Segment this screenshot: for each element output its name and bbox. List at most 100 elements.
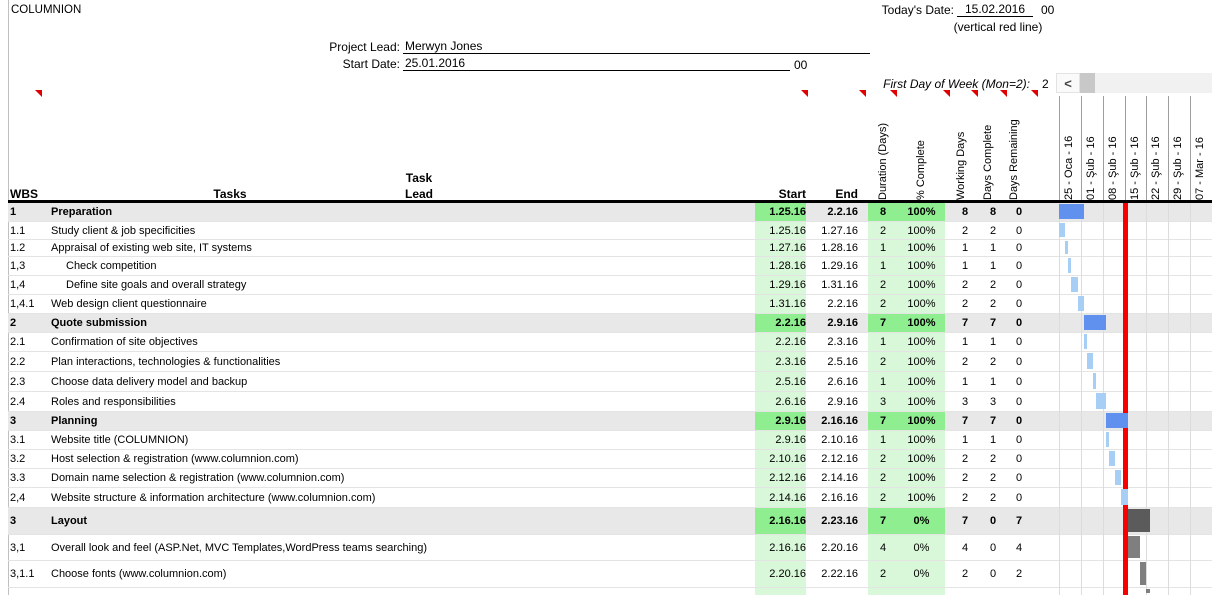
wbs-cell[interactable]: 2.2 (10, 355, 26, 368)
start-date-value[interactable]: 25.01.2016 (403, 56, 790, 71)
pct-complete-cell[interactable]: 100% (907, 415, 936, 427)
pct-complete-cell[interactable]: 100% (907, 491, 936, 504)
pct-complete-cell[interactable]: 100% (907, 355, 936, 368)
days-remaining-cell[interactable]: 0 (1015, 375, 1023, 388)
duration-cell[interactable]: 1 (879, 260, 887, 272)
wbs-cell[interactable]: 1.1 (10, 224, 26, 237)
duration-cell[interactable]: 3 (879, 395, 887, 408)
days-remaining-cell[interactable]: 0 (1015, 395, 1023, 408)
start-cell[interactable]: 2.10.16 (769, 453, 806, 465)
task-cell[interactable]: Quote submission (51, 317, 147, 329)
duration-cell[interactable]: 7 (879, 317, 887, 329)
pct-complete-cell[interactable]: 100% (907, 242, 936, 254)
end-cell[interactable]: 2.12.16 (821, 453, 858, 465)
end-cell[interactable]: 2.2.16 (827, 206, 858, 218)
wbs-cell[interactable]: 1,3 (10, 260, 26, 272)
pct-complete-cell[interactable]: 100% (907, 206, 936, 218)
task-cell[interactable]: Website structure & information architec… (51, 491, 376, 504)
duration-cell[interactable]: 2 (879, 453, 887, 465)
end-cell[interactable]: 2.3.16 (827, 336, 858, 348)
todays-date-value[interactable]: 15.02.2016 (957, 2, 1033, 17)
working-days-cell[interactable]: 1 (961, 434, 969, 446)
working-days-cell[interactable]: 1 (961, 336, 969, 348)
end-cell[interactable]: 2.2.16 (827, 298, 858, 310)
end-cell[interactable]: 2.9.16 (827, 317, 858, 329)
working-days-cell[interactable]: 2 (961, 491, 969, 504)
end-cell[interactable]: 2.23.16 (821, 515, 858, 527)
end-cell[interactable]: 1.31.16 (821, 279, 858, 291)
start-cell[interactable]: 2.6.16 (775, 395, 806, 408)
days-complete-cell[interactable]: 0 (989, 541, 997, 554)
wbs-cell[interactable]: 3.2 (10, 453, 26, 465)
timeline-scrollbar-thumb[interactable] (1080, 73, 1095, 93)
task-cell[interactable]: Check competition (66, 260, 157, 272)
days-complete-cell[interactable]: 7 (989, 317, 997, 329)
start-cell[interactable]: 1.27.16 (769, 242, 806, 254)
days-complete-cell[interactable]: 2 (989, 472, 997, 484)
working-days-cell[interactable]: 2 (961, 298, 969, 310)
days-complete-cell[interactable]: 2 (989, 279, 997, 291)
days-complete-cell[interactable]: 7 (989, 415, 997, 427)
days-complete-cell[interactable]: 3 (989, 395, 997, 408)
start-cell[interactable]: 1.25.16 (769, 206, 806, 218)
days-complete-cell[interactable]: 1 (989, 242, 997, 254)
start-cell[interactable]: 1.29.16 (769, 279, 806, 291)
wbs-cell[interactable]: 3,1 (10, 541, 26, 554)
pct-complete-cell[interactable]: 100% (907, 260, 936, 272)
task-cell[interactable]: Plan interactions, technologies & functi… (51, 355, 281, 368)
working-days-cell[interactable]: 7 (961, 515, 969, 527)
start-cell[interactable]: 2.5.16 (775, 375, 806, 388)
wbs-cell[interactable]: 1,4.1 (10, 298, 35, 310)
task-cell[interactable]: Host selection & registration (www.colum… (51, 453, 299, 465)
days-complete-cell[interactable]: 0 (989, 515, 997, 527)
task-cell[interactable]: Choose data delivery model and backup (51, 375, 248, 388)
wbs-cell[interactable]: 3 (10, 415, 17, 427)
task-cell[interactable]: Overall look and feel (ASP.Net, MVC Temp… (51, 541, 427, 554)
pct-complete-cell[interactable]: 100% (907, 298, 936, 310)
timeline-scrollbar[interactable]: < (1056, 73, 1212, 93)
days-complete-cell[interactable]: 8 (989, 206, 997, 218)
days-remaining-cell[interactable]: 2 (1015, 568, 1023, 580)
end-cell[interactable]: 2.14.16 (821, 472, 858, 484)
duration-cell[interactable]: 1 (879, 336, 887, 348)
pct-complete-cell[interactable]: 0% (913, 568, 930, 580)
end-cell[interactable]: 2.10.16 (821, 434, 858, 446)
working-days-cell[interactable]: 4 (961, 541, 969, 554)
duration-cell[interactable]: 2 (879, 355, 887, 368)
start-cell[interactable]: 1.31.16 (769, 298, 806, 310)
days-remaining-cell[interactable]: 0 (1015, 472, 1023, 484)
days-remaining-cell[interactable]: 0 (1015, 242, 1023, 254)
days-remaining-cell[interactable]: 0 (1015, 453, 1023, 465)
days-complete-cell[interactable]: 1 (989, 434, 997, 446)
end-cell[interactable]: 1.27.16 (821, 224, 858, 237)
start-cell[interactable]: 2.2.16 (775, 317, 806, 329)
task-cell[interactable]: Website title (COLUMNION) (51, 434, 189, 446)
end-cell[interactable]: 2.22.16 (821, 568, 858, 580)
duration-cell[interactable]: 2 (879, 279, 887, 291)
wbs-cell[interactable]: 1.2 (10, 242, 26, 254)
start-cell[interactable]: 2.3.16 (775, 355, 806, 368)
end-cell[interactable]: 2.20.16 (821, 541, 858, 554)
days-remaining-cell[interactable]: 0 (1015, 336, 1023, 348)
pct-complete-cell[interactable]: 100% (907, 453, 936, 465)
days-remaining-cell[interactable]: 4 (1015, 541, 1023, 554)
working-days-cell[interactable]: 2 (961, 224, 969, 237)
days-complete-cell[interactable]: 0 (989, 568, 997, 580)
task-cell[interactable]: Web design client questionnaire (51, 298, 207, 310)
working-days-cell[interactable]: 2 (961, 453, 969, 465)
wbs-cell[interactable]: 2 (10, 317, 17, 329)
days-complete-cell[interactable]: 1 (989, 336, 997, 348)
working-days-cell[interactable]: 7 (961, 317, 969, 329)
task-cell[interactable]: Planning (51, 415, 98, 427)
working-days-cell[interactable]: 2 (961, 279, 969, 291)
start-cell[interactable]: 2.16.16 (769, 541, 806, 554)
start-cell[interactable]: 2.9.16 (775, 415, 806, 427)
pct-complete-cell[interactable]: 100% (907, 317, 936, 329)
wbs-cell[interactable]: 3 (10, 515, 17, 527)
duration-cell[interactable]: 7 (879, 515, 887, 527)
days-complete-cell[interactable]: 1 (989, 375, 997, 388)
project-lead-value[interactable]: Merwyn Jones (403, 39, 870, 54)
pct-complete-cell[interactable]: 100% (907, 434, 936, 446)
end-cell[interactable]: 2.5.16 (827, 355, 858, 368)
start-cell[interactable]: 2.12.16 (769, 472, 806, 484)
